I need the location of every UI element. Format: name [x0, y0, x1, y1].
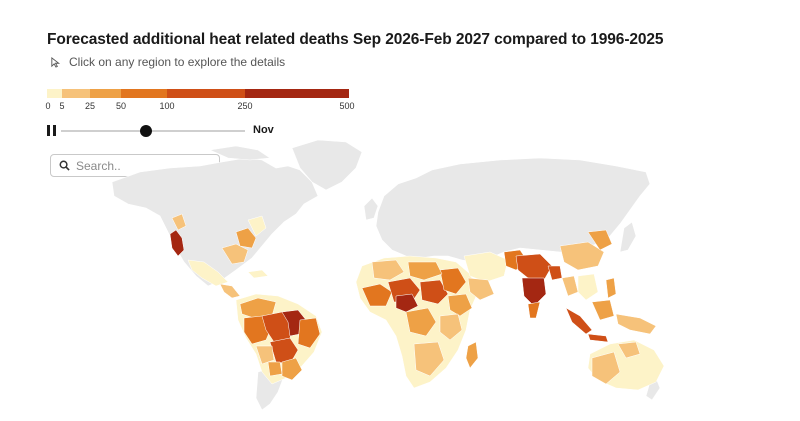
region-north-africa[interactable]	[371, 259, 405, 281]
legend-swatch-0-5	[47, 89, 62, 98]
legend-tick: 250	[237, 101, 253, 111]
region-sudan[interactable]	[439, 267, 467, 295]
region-myanmar[interactable]	[561, 275, 579, 297]
legend-tick: 50	[115, 101, 127, 111]
region-us-west-coast[interactable]	[169, 229, 185, 257]
region-australia-north[interactable]	[617, 341, 641, 359]
region-arabia[interactable]	[467, 277, 495, 301]
region-madagascar[interactable]	[465, 341, 479, 369]
region-sulawesi-papua[interactable]	[615, 313, 657, 335]
cursor-arrow-icon	[51, 56, 61, 68]
region-north-america[interactable]	[111, 157, 319, 287]
search-icon	[59, 160, 70, 171]
region-us-northwest[interactable]	[171, 213, 187, 231]
asia-south	[463, 229, 657, 343]
legend-swatch-100-250	[167, 89, 245, 98]
region-india-central[interactable]	[521, 277, 547, 307]
region-india-north[interactable]	[515, 253, 553, 281]
region-bangladesh[interactable]	[547, 265, 563, 281]
region-east-africa[interactable]	[439, 313, 463, 341]
region-indochina[interactable]	[577, 273, 599, 301]
region-sahel-east[interactable]	[419, 279, 449, 305]
region-india-south[interactable]	[527, 301, 541, 319]
color-legend	[47, 89, 349, 98]
region-bolivia[interactable]	[255, 345, 275, 365]
region-china-east[interactable]	[587, 229, 613, 251]
legend-swatch-5-25	[62, 89, 90, 98]
region-brazil-central[interactable]	[269, 337, 299, 365]
region-nigeria[interactable]	[395, 293, 419, 313]
south-america	[235, 293, 323, 385]
australia	[587, 339, 665, 391]
region-ethiopia[interactable]	[447, 293, 473, 317]
region-us-south[interactable]	[221, 243, 249, 265]
click-hint: Click on any region to explore the detai…	[50, 55, 285, 69]
region-borneo[interactable]	[591, 299, 615, 321]
legend-tick: 5	[59, 101, 65, 111]
region-southern-africa[interactable]	[413, 341, 445, 377]
time-slider-track[interactable]	[61, 130, 245, 132]
region-java[interactable]	[587, 333, 609, 343]
region-central-america[interactable]	[219, 283, 241, 299]
pause-button[interactable]	[47, 125, 57, 136]
time-player: Nov	[47, 124, 287, 138]
legend-ticks: 0 5 25 50 100 250 500	[45, 101, 354, 113]
land-no-data	[111, 139, 661, 411]
region-sumatra[interactable]	[565, 307, 593, 335]
region-us-east[interactable]	[247, 215, 267, 237]
legend-swatch-250-500	[245, 89, 349, 98]
africa	[355, 255, 479, 389]
americas-north-colored	[169, 213, 269, 299]
region-central-africa[interactable]	[405, 307, 437, 337]
region-caribbean[interactable]	[247, 269, 269, 279]
legend-tick: 100	[159, 101, 175, 111]
region-brazil-east[interactable]	[297, 317, 321, 349]
region-us-southeast[interactable]	[235, 227, 257, 249]
legend-swatch-50-100	[121, 89, 167, 98]
current-month-label: Nov	[253, 124, 274, 136]
pause-icon	[47, 125, 50, 136]
legend-tick: 25	[84, 101, 96, 111]
map-title: Forecasted additional heat related death…	[47, 31, 664, 48]
region-paraguay[interactable]	[267, 361, 283, 377]
legend-tick: 500	[339, 101, 355, 111]
region-china-south[interactable]	[559, 241, 605, 271]
region-mexico[interactable]	[187, 259, 229, 287]
region-uk[interactable]	[363, 197, 379, 221]
region-middle-east[interactable]	[463, 251, 509, 283]
region-libya-egypt[interactable]	[407, 261, 443, 281]
region-europe-russia[interactable]	[375, 157, 651, 263]
region-philippines[interactable]	[605, 277, 617, 299]
time-slider-thumb[interactable]	[139, 125, 152, 137]
region-sahel-west[interactable]	[361, 283, 393, 307]
legend-swatch-25-50	[90, 89, 121, 98]
click-hint-text: Click on any region to explore the detai…	[69, 55, 286, 69]
region-australia-west[interactable]	[591, 351, 621, 385]
region-arctic-islands[interactable]	[208, 145, 271, 161]
legend-tick: 0	[45, 101, 51, 111]
region-greenland[interactable]	[291, 139, 363, 191]
region-japan[interactable]	[619, 221, 637, 253]
